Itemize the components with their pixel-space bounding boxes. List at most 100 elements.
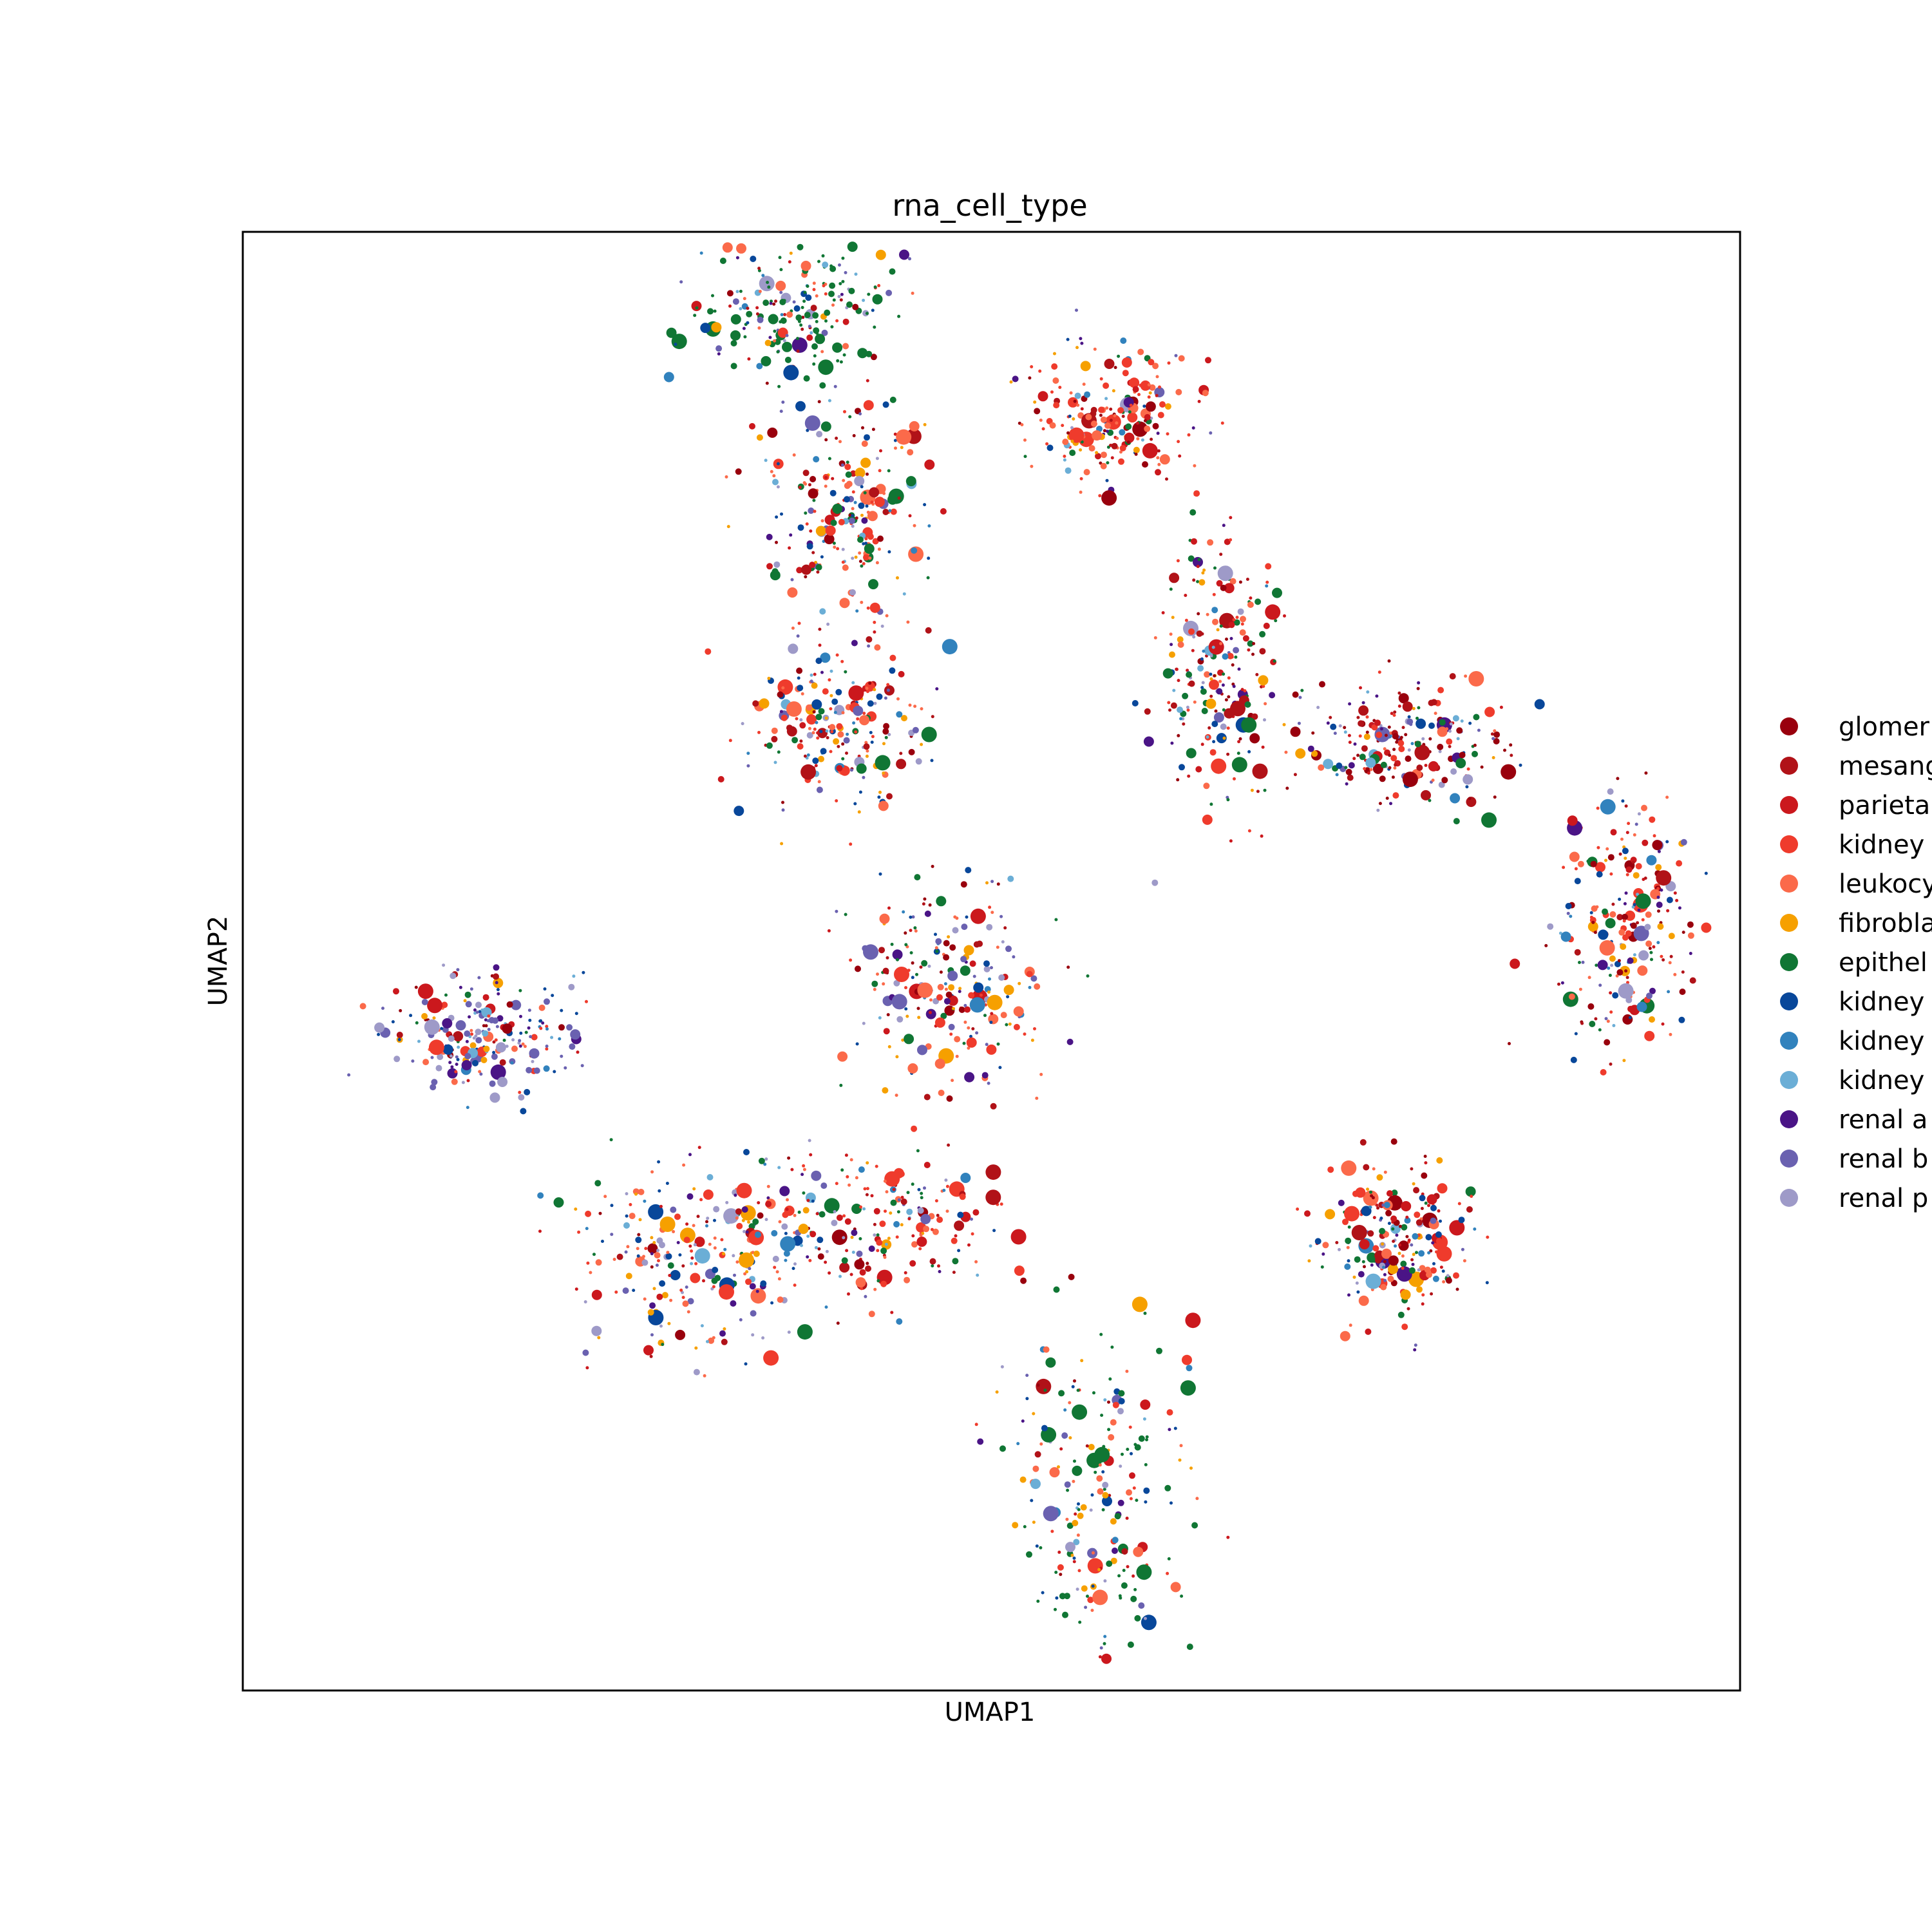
scatter-point xyxy=(415,1021,419,1025)
scatter-point xyxy=(987,990,990,994)
scatter-point xyxy=(896,958,899,961)
scatter-point xyxy=(1394,763,1397,767)
scatter-point xyxy=(722,242,733,253)
scatter-point xyxy=(1560,931,1571,942)
scatter-point xyxy=(1368,1206,1372,1209)
scatter-point xyxy=(715,345,723,352)
scatter-point xyxy=(811,682,818,689)
scatter-point xyxy=(1325,1209,1336,1220)
scatter-point xyxy=(868,681,872,685)
scatter-point xyxy=(1222,672,1226,676)
scatter-point xyxy=(457,1045,460,1049)
scatter-point xyxy=(591,1325,602,1336)
scatter-point xyxy=(723,1208,739,1224)
scatter-point xyxy=(1413,1187,1420,1194)
scatter-point xyxy=(497,1015,504,1022)
scatter-point xyxy=(518,989,522,992)
scatter-point xyxy=(781,800,784,804)
scatter-point xyxy=(1441,777,1448,784)
scatter-point xyxy=(895,1094,898,1097)
scatter-point xyxy=(750,1288,766,1304)
scatter-point xyxy=(1406,718,1414,725)
scatter-point xyxy=(917,1188,921,1191)
scatter-point xyxy=(822,284,826,288)
scatter-point xyxy=(777,1277,781,1281)
scatter-point xyxy=(1565,903,1572,909)
scatter-point xyxy=(469,1042,477,1049)
scatter-point xyxy=(1053,1286,1060,1293)
scatter-point xyxy=(524,1030,528,1034)
scatter-point xyxy=(1614,961,1621,967)
scatter-point xyxy=(842,1214,846,1218)
scatter-point xyxy=(952,1007,955,1010)
scatter-point xyxy=(848,513,852,517)
scatter-point xyxy=(656,1293,663,1300)
scatter-point xyxy=(920,743,923,746)
scatter-point xyxy=(1656,902,1663,908)
scatter-point xyxy=(1326,721,1330,725)
scatter-point xyxy=(861,517,868,524)
scatter-point xyxy=(1665,840,1669,844)
scatter-point xyxy=(1069,450,1076,457)
scatter-point xyxy=(848,415,852,419)
scatter-point xyxy=(972,974,976,978)
scatter-point xyxy=(954,1220,965,1231)
scatter-point xyxy=(569,1043,576,1050)
scatter-point xyxy=(1380,1283,1387,1291)
scatter-point xyxy=(1448,729,1452,733)
scatter-point xyxy=(818,755,824,762)
scatter-point xyxy=(1510,958,1520,969)
scatter-point xyxy=(1669,1032,1672,1036)
scatter-point xyxy=(1086,974,1090,978)
scatter-point xyxy=(1100,462,1107,469)
scatter-point xyxy=(1089,1508,1093,1512)
scatter-point xyxy=(802,481,806,485)
scatter-point xyxy=(741,722,744,726)
scatter-point xyxy=(1105,478,1109,482)
scatter-point xyxy=(450,1065,454,1069)
scatter-point xyxy=(819,608,826,615)
scatter-point xyxy=(1652,945,1656,949)
scatter-point xyxy=(1076,403,1080,407)
scatter-point xyxy=(887,550,891,554)
scatter-point xyxy=(1534,699,1545,710)
scatter-point xyxy=(1032,1465,1039,1472)
scatter-point xyxy=(1401,1254,1405,1258)
scatter-point xyxy=(450,972,457,980)
scatter-point xyxy=(736,243,746,254)
scatter-point xyxy=(1227,676,1231,680)
scatter-point xyxy=(837,1051,848,1062)
scatter-point xyxy=(574,1208,578,1211)
scatter-point xyxy=(1196,580,1200,583)
scatter-point xyxy=(787,587,798,598)
y-axis-label: UMAP2 xyxy=(204,916,233,1007)
scatter-point xyxy=(929,998,933,1002)
scatter-point xyxy=(1356,1290,1360,1294)
scatter-point xyxy=(1492,756,1495,759)
scatter-point xyxy=(923,1186,926,1190)
scatter-point xyxy=(479,1072,483,1076)
scatter-point xyxy=(725,1200,729,1204)
scatter-point xyxy=(824,319,828,323)
scatter-point xyxy=(1129,1472,1135,1479)
scatter-point xyxy=(761,274,765,278)
scatter-point xyxy=(803,290,807,294)
scatter-point xyxy=(1104,359,1115,369)
scatter-point xyxy=(1079,337,1083,341)
scatter-point xyxy=(1637,812,1641,816)
scatter-point xyxy=(831,1220,838,1226)
scatter-point xyxy=(1387,1275,1394,1282)
scatter-point xyxy=(1359,753,1366,761)
scatter-point xyxy=(1675,898,1679,902)
scatter-point xyxy=(520,1108,527,1115)
scatter-point xyxy=(1084,1605,1088,1609)
scatter-point xyxy=(1117,1408,1124,1415)
scatter-point xyxy=(1144,1463,1148,1466)
scatter-point xyxy=(643,1199,647,1203)
scatter-point xyxy=(650,1236,654,1240)
scatter-point xyxy=(1453,1272,1459,1279)
scatter-point xyxy=(818,643,822,647)
scatter-point xyxy=(766,533,773,540)
scatter-point xyxy=(949,1032,953,1036)
scatter-point xyxy=(1241,717,1257,733)
